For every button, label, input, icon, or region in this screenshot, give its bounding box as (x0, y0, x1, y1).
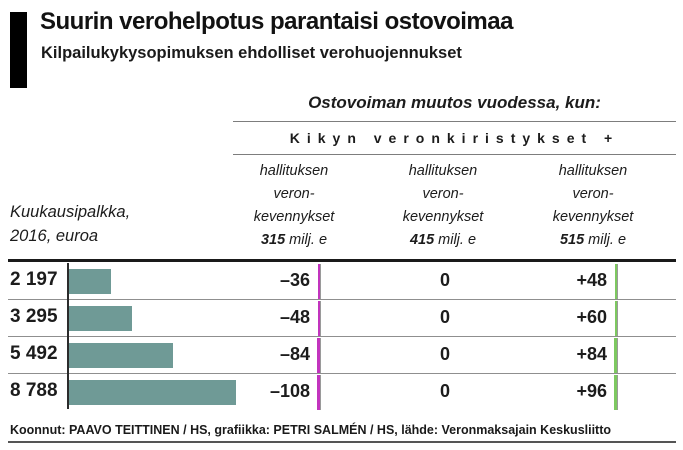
value-315: –84 (279, 344, 310, 364)
value-315: –48 (279, 307, 310, 327)
column-group-heading: Ostovoiman muutos vuodessa, kun: (308, 93, 601, 112)
table-row: 5 492 –84 0 +84 (0, 337, 683, 374)
bar-chart-axis (67, 263, 69, 409)
column-header-line: hallituksen (259, 163, 329, 179)
title-accent-bar (10, 12, 27, 88)
credit-line: Koonnut: PAAVO TEITTINEN / HS, grafiikka… (10, 423, 612, 437)
salary-bar (69, 269, 111, 294)
positive-marker (614, 338, 617, 373)
value-415: 0 (439, 307, 450, 327)
column-header-515: hallituksen veron- kevennykset 515 milj. … (523, 160, 663, 252)
column-header-line: veron- (572, 186, 614, 202)
negative-marker (318, 264, 320, 299)
marker-axis-1 (320, 338, 321, 373)
column-header-line: kevennykset (253, 209, 335, 225)
header-divider-bottom (233, 154, 676, 155)
value-415: 0 (439, 381, 450, 401)
marker-axis-2 (617, 338, 618, 373)
value-415: 0 (439, 270, 450, 290)
footer-rule (8, 441, 676, 443)
marker-axis-2 (617, 301, 618, 336)
row-separator (8, 373, 676, 374)
table-row: 8 788 –108 0 +96 (0, 374, 683, 411)
salary-bar (69, 380, 236, 405)
table-top-rule (8, 259, 676, 262)
table-row: 3 295 –48 0 +60 (0, 300, 683, 337)
marker-axis-1 (320, 375, 321, 410)
column-header-amount: 415 milj. e (409, 232, 477, 248)
page-title: Suurin verohelpotus parantaisi ostovoima… (40, 8, 513, 35)
table-row: 2 197 –36 0 +48 (0, 263, 683, 300)
negative-marker (317, 338, 320, 373)
row-separator (8, 299, 676, 300)
column-header-line: kevennykset (402, 209, 484, 225)
column-header-line: hallituksen (558, 163, 628, 179)
value-515: +84 (576, 344, 607, 364)
marker-axis-2 (617, 375, 618, 410)
row-separator (8, 336, 676, 337)
positive-marker (614, 301, 617, 336)
positive-marker (613, 375, 617, 410)
salary-bar (69, 306, 132, 331)
value-315: –36 (279, 270, 310, 290)
column-header-line: kevennykset (552, 209, 634, 225)
salary-label: 2 197 (10, 269, 58, 290)
column-header-amount: 315 milj. e (260, 232, 328, 248)
marker-axis-1 (320, 301, 321, 336)
value-515: +48 (576, 270, 607, 290)
negative-marker (317, 301, 320, 336)
marker-axis-2 (617, 264, 618, 299)
column-header-415: hallituksen veron- kevennykset 415 milj. … (373, 160, 513, 252)
positive-marker (614, 264, 617, 299)
marker-axis-1 (320, 264, 321, 299)
value-515: +60 (576, 307, 607, 327)
value-415: 0 (439, 344, 450, 364)
negative-marker (316, 375, 320, 410)
column-header-315: hallituksen veron- kevennykset 315 milj. … (224, 160, 364, 252)
header-divider-top (233, 121, 676, 122)
column-header-line: veron- (422, 186, 464, 202)
value-315: –108 (269, 381, 310, 401)
column-sub-heading: Kikyn veronkiristykset + (289, 130, 620, 146)
column-header-line: hallituksen (408, 163, 478, 179)
salary-label: 8 788 (10, 380, 58, 401)
salary-label: 3 295 (10, 306, 58, 327)
salary-bar (69, 343, 174, 368)
salary-label: 5 492 (10, 343, 58, 364)
value-515: +96 (576, 381, 607, 401)
column-header-amount: 515 milj. e (559, 232, 627, 248)
column-header-line: veron- (273, 186, 315, 202)
table-rows: 2 197 –36 0 +48 3 295 –48 0 +60 5 492 –8… (0, 263, 683, 411)
page-subtitle: Kilpailukykysopimuksen ehdolliset verohu… (41, 44, 462, 62)
row-axis-label: Kuukausipalkka, 2016, euroa (10, 203, 131, 245)
